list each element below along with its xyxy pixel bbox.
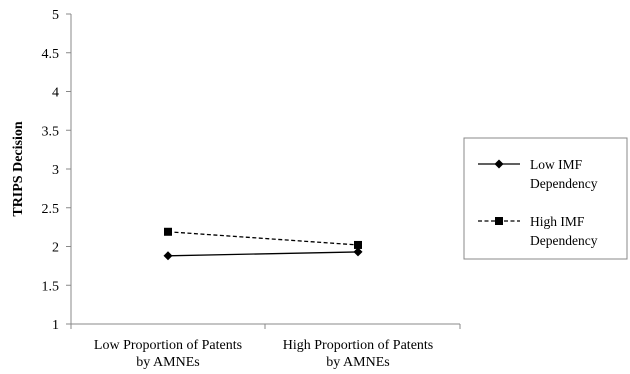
y-tick-label: 5 xyxy=(52,8,59,23)
series-line xyxy=(167,231,359,246)
y-tick-label: 2.5 xyxy=(42,202,60,217)
legend-entry: Low IMF Dependency xyxy=(478,157,598,191)
x-category-label: Low Proportion of Patents by AMNEs xyxy=(94,338,242,370)
x-category-label-line: by AMNEs xyxy=(326,355,389,370)
y-tick-label: 3.5 xyxy=(42,124,60,139)
diamond-marker xyxy=(494,159,504,169)
y-tick-label: 2 xyxy=(52,241,59,256)
y-tick-label: 1.5 xyxy=(42,279,60,294)
legend-entry: High IMF Dependency xyxy=(478,214,598,248)
y-tick-label: 3 xyxy=(52,163,59,178)
legend: Low IMF Dependency High IMF Dependency xyxy=(463,137,628,260)
legend-box xyxy=(463,137,628,260)
y-axis-title: TRIPS Decision xyxy=(11,121,26,217)
legend-label-line: High IMF xyxy=(530,214,585,229)
y-tick-label: 4.5 xyxy=(42,47,60,62)
series-layer xyxy=(163,227,363,261)
x-category-label-line: Low Proportion of Patents xyxy=(94,338,242,353)
series-high-imf-dependency xyxy=(164,227,362,249)
legend-label-line: Dependency xyxy=(530,176,598,191)
y-axis: 1 1.5 2 2.5 3 3.5 4 4.5 5 xyxy=(42,8,72,333)
x-category-label-line: High Proportion of Patents xyxy=(283,338,434,353)
diamond-marker xyxy=(353,247,363,257)
diamond-marker xyxy=(163,251,173,261)
x-category-label: High Proportion of Patents by AMNEs xyxy=(283,338,434,370)
series-line xyxy=(167,251,359,257)
legend-label-line: Dependency xyxy=(530,233,598,248)
y-tick-label: 1 xyxy=(52,318,59,333)
square-marker xyxy=(354,240,362,249)
legend-label: Low IMF Dependency xyxy=(530,157,598,191)
legend-label: High IMF Dependency xyxy=(530,214,598,248)
series-low-imf-dependency xyxy=(163,247,363,261)
x-category-label-line: by AMNEs xyxy=(136,355,199,370)
y-tick-label: 4 xyxy=(52,86,59,101)
square-marker xyxy=(495,217,503,225)
square-marker xyxy=(164,227,172,236)
legend-label-line: Low IMF xyxy=(530,157,583,172)
